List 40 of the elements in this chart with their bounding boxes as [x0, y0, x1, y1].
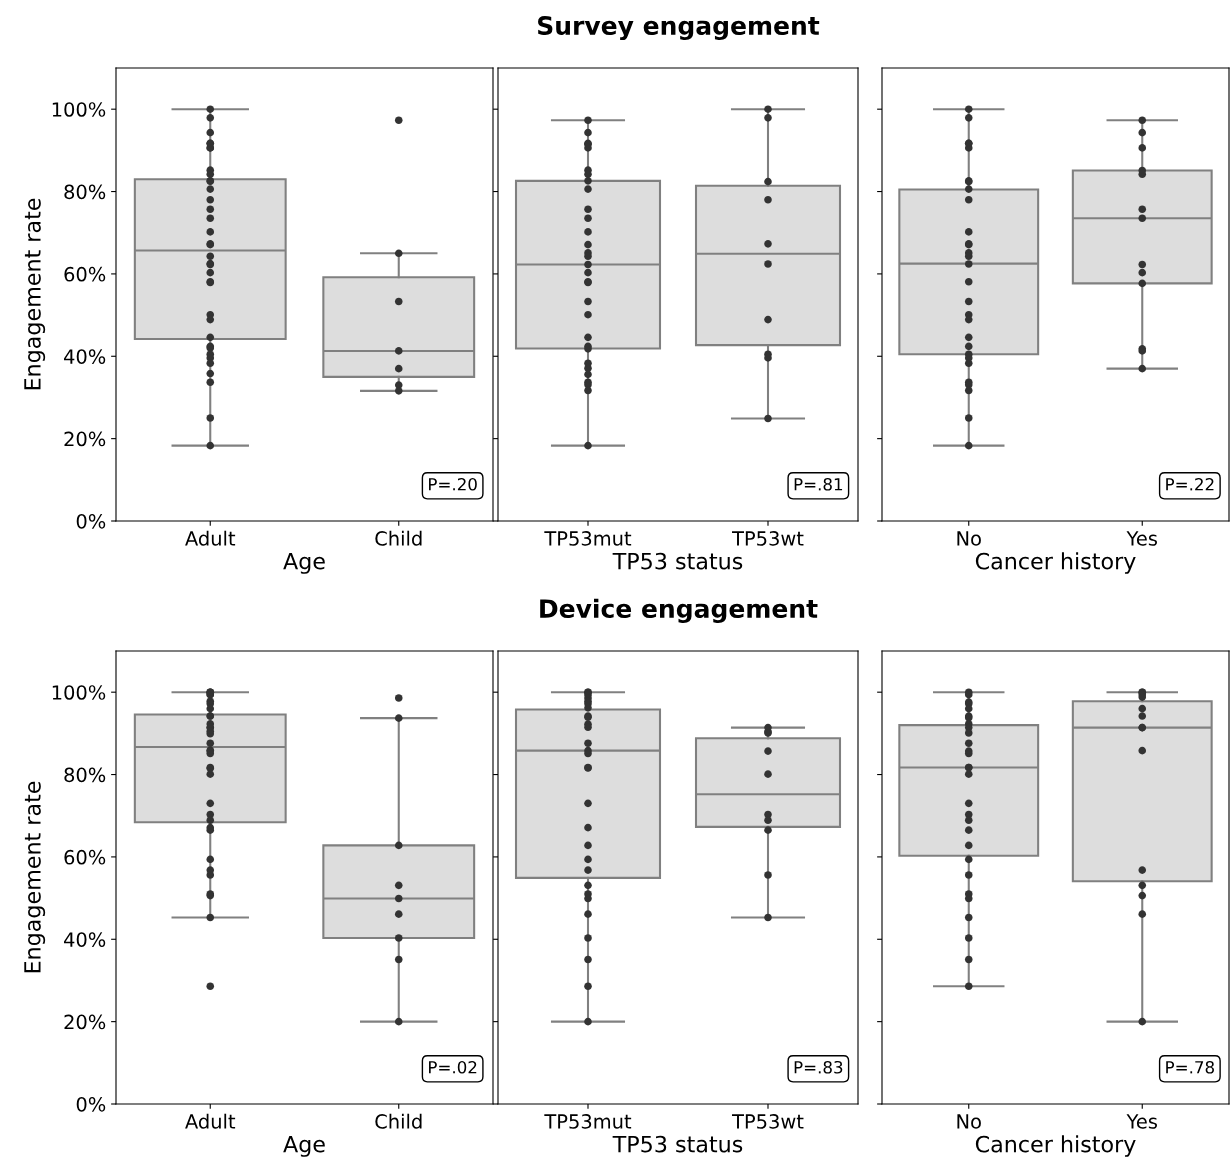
- y-tick-label: 80%: [64, 184, 106, 200]
- y-tick-label: 0%: [76, 513, 106, 529]
- y-tick-label: 40%: [64, 349, 106, 364]
- x-tick-label: Child: [375, 1113, 422, 1129]
- x-tick-label: TP53mut: [544, 531, 632, 546]
- y-tick-label: 80%: [64, 767, 106, 783]
- x-axis-title: TP53 status: [612, 1135, 743, 1153]
- x-axis-title: Age: [283, 553, 325, 574]
- chart-title: Survey engagement: [538, 16, 820, 41]
- annotation: P=.22: [1166, 477, 1214, 491]
- x-tick-label: No: [957, 1114, 981, 1129]
- annotation: P=.20: [429, 477, 477, 491]
- annotation: P=.02: [429, 1060, 477, 1074]
- annotation: P=.83: [794, 1060, 843, 1074]
- x-tick-label: TP53wt: [732, 1114, 804, 1129]
- y-axis-title: Engagement rate: [24, 781, 46, 973]
- y-tick-label: 60%: [64, 849, 106, 865]
- y-tick-label: 0%: [76, 1096, 106, 1112]
- x-tick-label: TP53mut: [544, 1114, 632, 1129]
- y-tick-label: 20%: [64, 1014, 106, 1030]
- x-axis-title: TP53 status: [612, 552, 743, 570]
- x-tick-label: Adult: [185, 1113, 236, 1129]
- y-axis-title: Engagement rate: [24, 198, 46, 390]
- x-axis-title: Cancer history: [975, 552, 1136, 574]
- chart-title: Device engagement: [540, 598, 818, 624]
- x-tick-label: TP53wt: [732, 531, 804, 546]
- x-tick-label: Child: [375, 530, 422, 546]
- y-tick-label: 60%: [64, 266, 106, 282]
- x-axis-title: Age: [283, 1136, 325, 1157]
- x-tick-label: Adult: [185, 530, 236, 546]
- x-tick-label: No: [957, 531, 981, 546]
- x-tick-label: Yes: [1126, 531, 1157, 546]
- y-tick-label: 40%: [64, 932, 106, 947]
- x-axis-title: Cancer history: [975, 1135, 1136, 1157]
- y-tick-label: 100%: [52, 102, 106, 117]
- annotation: P=.81: [794, 477, 843, 491]
- annotation: P=.78: [1166, 1060, 1214, 1074]
- x-tick-label: Yes: [1126, 1114, 1157, 1129]
- y-tick-label: 100%: [52, 685, 106, 700]
- y-tick-label: 20%: [64, 431, 106, 447]
